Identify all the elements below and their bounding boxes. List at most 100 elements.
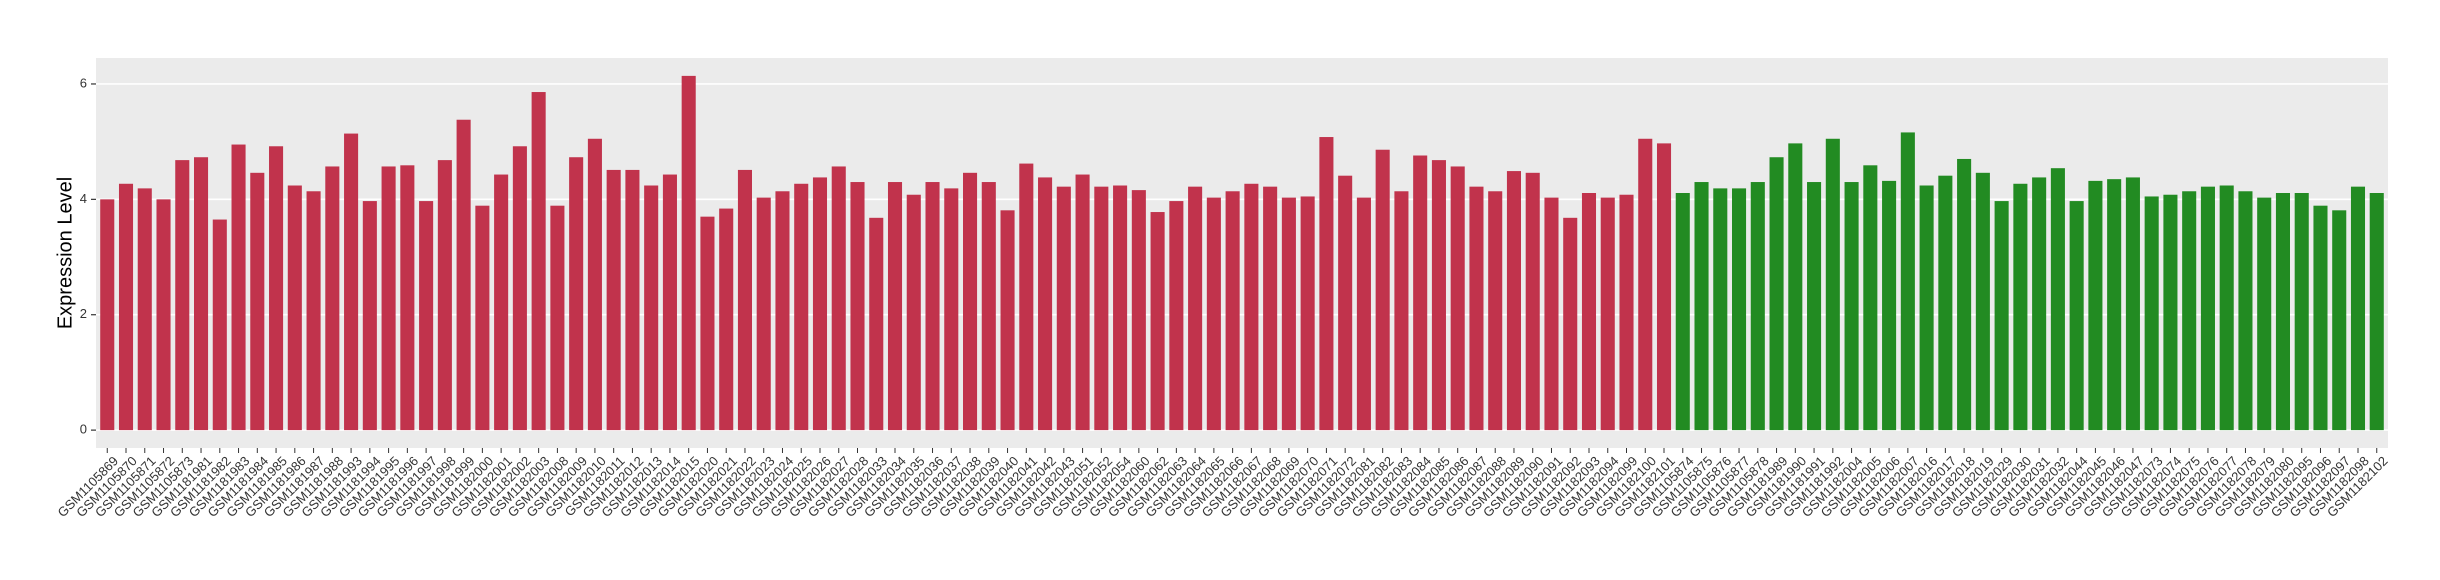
bar — [512, 146, 527, 431]
y-tick-label: 0 — [80, 422, 87, 437]
y-axis-title: Expression Level — [54, 177, 76, 329]
bar — [794, 183, 809, 431]
bar — [944, 188, 959, 431]
bar — [494, 174, 509, 431]
bar — [1713, 188, 1728, 431]
bar — [906, 194, 921, 431]
bar — [2294, 193, 2309, 431]
bar — [756, 197, 771, 431]
bar — [419, 201, 434, 431]
bar — [812, 177, 828, 431]
bar — [306, 191, 321, 431]
bar — [869, 217, 884, 431]
bar — [1844, 182, 1859, 431]
bar — [1938, 175, 1953, 431]
bar — [1900, 132, 1915, 431]
bar — [437, 160, 452, 431]
bar — [1525, 172, 1540, 431]
bar — [700, 216, 715, 431]
bar — [1619, 194, 1634, 431]
bar — [2313, 205, 2328, 431]
y-tick-label: 4 — [80, 191, 87, 206]
bar — [1788, 143, 1803, 431]
bar — [1807, 182, 1822, 431]
y-tick-label: 6 — [80, 75, 87, 90]
bar — [1506, 171, 1521, 431]
bar — [2069, 201, 2084, 431]
bar — [1056, 186, 1071, 431]
bar — [1281, 197, 1296, 431]
bar — [1319, 137, 1334, 431]
bar — [1581, 193, 1597, 431]
bar — [156, 199, 171, 431]
bar — [2275, 193, 2290, 431]
bar — [1882, 180, 1897, 431]
bar — [2163, 194, 2178, 431]
bar — [1863, 165, 1878, 431]
bar — [606, 169, 621, 431]
bar — [194, 157, 209, 431]
bar — [719, 208, 734, 431]
bar — [925, 182, 940, 431]
bar — [850, 182, 865, 431]
bar — [1394, 191, 1409, 431]
bar — [100, 199, 115, 431]
bar — [737, 169, 752, 431]
bar — [1769, 157, 1784, 431]
bar — [287, 185, 302, 431]
bar — [325, 166, 340, 431]
bar — [2200, 186, 2215, 431]
bar — [2350, 186, 2366, 431]
bar — [250, 172, 265, 431]
bar — [400, 165, 415, 431]
bar — [1431, 160, 1446, 431]
bar — [1225, 191, 1240, 431]
bar — [2332, 210, 2347, 431]
bar — [1188, 186, 1203, 431]
bar — [1113, 185, 1128, 431]
bar — [662, 174, 677, 431]
bar — [2125, 177, 2140, 431]
bar — [1750, 182, 1765, 431]
bar — [2032, 177, 2047, 431]
bar — [550, 205, 565, 431]
bar — [1244, 183, 1259, 431]
bar — [381, 166, 396, 431]
bar — [831, 166, 846, 431]
bar — [2369, 193, 2384, 431]
bar — [2050, 168, 2065, 431]
bar — [212, 219, 227, 431]
bar — [1563, 217, 1578, 431]
bar — [1450, 166, 1465, 431]
bar — [1957, 158, 1972, 431]
bar — [1206, 197, 1221, 431]
bar — [644, 185, 659, 431]
bar — [625, 169, 640, 431]
bar — [587, 138, 602, 431]
bar — [1994, 201, 2009, 431]
bar — [1075, 174, 1090, 431]
bar — [1975, 172, 1990, 431]
bar — [1413, 155, 1428, 431]
bar — [362, 201, 377, 431]
bar — [456, 119, 471, 431]
bar — [1656, 143, 1672, 431]
bar — [1038, 177, 1053, 431]
bar — [118, 183, 134, 431]
bar — [1825, 138, 1840, 431]
bar — [475, 205, 490, 431]
bar — [569, 157, 584, 431]
bar — [2182, 191, 2197, 431]
bar — [1094, 186, 1109, 431]
bar — [1356, 197, 1371, 431]
bar — [1000, 210, 1015, 431]
bar — [1600, 197, 1615, 431]
bar — [269, 146, 284, 431]
bar — [775, 191, 790, 431]
bar — [981, 182, 996, 431]
bar — [1694, 182, 1709, 431]
bar — [1375, 149, 1390, 431]
bar — [2238, 191, 2253, 431]
